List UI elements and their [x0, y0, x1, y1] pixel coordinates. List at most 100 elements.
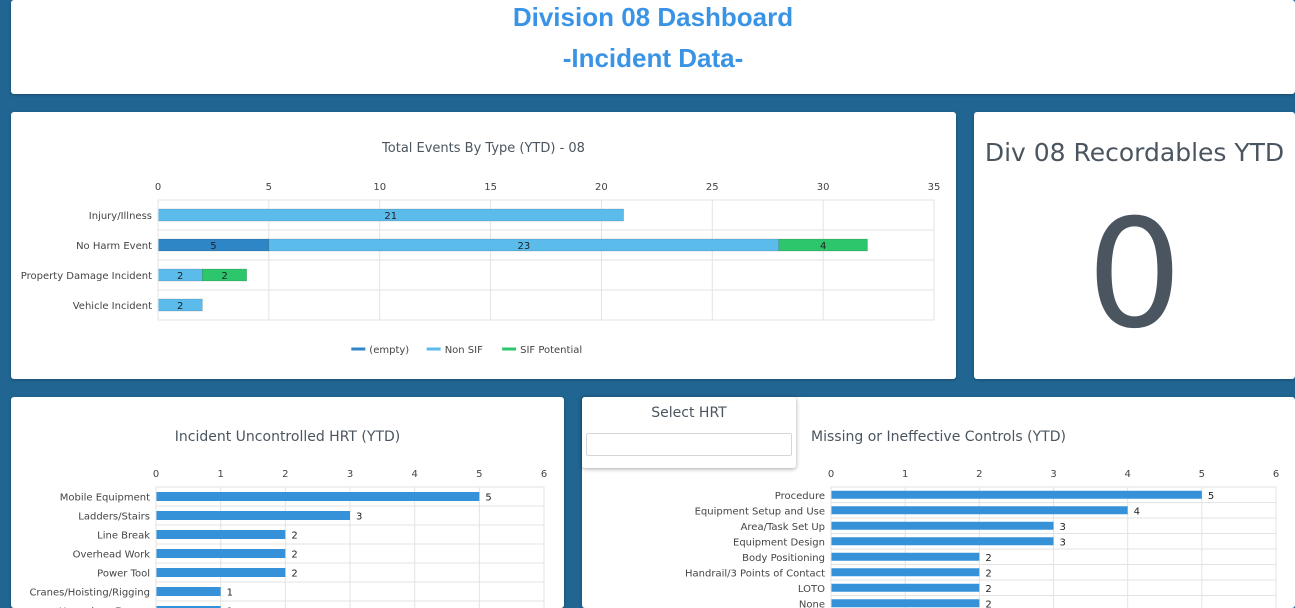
category-label-vehicle-incident: Vehicle Incident [73, 301, 152, 312]
legend-label-non-sif: Non SIF [445, 345, 483, 356]
bar-hazardous-energy [156, 606, 221, 608]
data-label: 4 [820, 241, 826, 252]
total-events-card: Total Events By Type (YTD) - 08 0 5 10 15 20… [11, 112, 956, 379]
x-tick-label: 5 [266, 182, 272, 193]
x-tick-label: 25 [706, 182, 719, 193]
x-tick-label: 35 [928, 182, 941, 193]
category-label-body-positioning: Body Positioning [742, 553, 825, 564]
category-label-ladders-stairs: Ladders/Stairs [78, 512, 150, 523]
x-tick-label: 2 [282, 469, 288, 480]
legend-label-sif-potential: SIF Potential [520, 345, 582, 356]
data-label: 1 [227, 588, 233, 599]
bar-procedure [831, 490, 1202, 499]
x-tick-label: 20 [595, 182, 608, 193]
x-tick-label: 30 [817, 182, 830, 193]
data-label: 2 [177, 301, 183, 312]
x-tick-label: 1 [217, 469, 223, 480]
category-label-area-task-set-up: Area/Task Set Up [741, 522, 825, 533]
category-label-injury-illness: Injury/Illness [89, 211, 152, 222]
data-label: 2 [291, 531, 297, 542]
missing-controls-chart-title: Missing or Ineffective Controls (YTD) [811, 429, 1066, 445]
dashboard-subtitle: -Incident Data- [562, 43, 744, 73]
dashboard-header: Division 08 Dashboard -Incident Data- [11, 0, 1295, 94]
uncontrolled-hrt-chart: 0 1 2 3 4 5 6 Mobile Equipment 5 Ladders/Stairs 3 L… [29, 469, 547, 608]
data-label: 2 [985, 599, 991, 608]
data-label: 1 [227, 607, 233, 608]
bar-mobile-equipment [156, 492, 480, 501]
bar-sif-potential-no-harm-event [778, 238, 868, 252]
plot-area-frame [830, 486, 1277, 608]
data-label: 5 [485, 493, 491, 504]
x-tick-label: 0 [153, 469, 159, 480]
data-label: 2 [291, 550, 297, 561]
bar-equipment-design [831, 537, 1054, 546]
category-label-equipment-setup-and-use: Equipment Setup and Use [695, 506, 825, 517]
plot-area-frame [157, 199, 935, 321]
x-tick-label: 5 [476, 469, 482, 480]
category-label-property-damage-incident: Property Damage Incident [21, 271, 152, 282]
uncontrolled-hrt-card: Incident Uncontrolled HRT (YTD) 0 1 2 3 4 5 6 M… [11, 397, 564, 608]
x-tick-label: 3 [1050, 469, 1056, 480]
bar-overhead-work [156, 549, 286, 558]
select-hrt-label: Select HRT [651, 405, 727, 421]
data-label: 2 [291, 569, 297, 580]
category-label-none: None [799, 599, 825, 608]
x-tick-label: 6 [1273, 469, 1279, 480]
select-hrt-filter: Select HRT [582, 397, 796, 468]
category-label-no-harm-event: No Harm Event [76, 241, 152, 252]
x-tick-label: 0 [155, 182, 161, 193]
data-label: 23 [517, 241, 530, 252]
x-tick-label: 4 [411, 469, 417, 480]
category-label-cranes-hoisting-rigging: Cranes/Hoisting/Rigging [29, 588, 150, 599]
x-tick-label: 5 [1199, 469, 1205, 480]
category-label-handrail-3-points-of-contact: Handrail/3 Points of Contact [685, 568, 825, 579]
category-label-equipment-design: Equipment Design [733, 537, 825, 548]
select-hrt-dropdown[interactable] [586, 433, 792, 456]
plot-area-frame [155, 486, 545, 608]
x-tick-label: 6 [541, 469, 547, 480]
x-tick-label: 3 [347, 469, 353, 480]
category-label-line-break: Line Break [97, 531, 150, 542]
data-label: 5 [210, 241, 216, 252]
data-label: 2 [985, 584, 991, 595]
data-label: 2 [985, 553, 991, 564]
category-label-loto: LOTO [798, 584, 825, 595]
bar-ladders-stairs [156, 511, 350, 520]
x-tick-label: 0 [828, 469, 834, 480]
category-label-mobile-equipment: Mobile Equipment [60, 493, 150, 504]
bar-loto [831, 583, 980, 592]
bar-line-break [156, 530, 286, 539]
missing-controls-chart: 0 1 2 3 4 5 6 Procedure 5 Equipment Setup and Use… [685, 469, 1279, 608]
data-label: 3 [1060, 537, 1066, 548]
x-tick-label: 2 [976, 469, 982, 480]
bar-none [831, 599, 980, 608]
category-label-procedure: Procedure [775, 491, 825, 502]
bar-power-tool [156, 568, 286, 577]
data-label: 2 [177, 271, 183, 282]
data-label: 3 [356, 512, 362, 523]
data-label: 4 [1134, 506, 1140, 517]
bar-sif-potential-property-damage-incident [202, 268, 247, 282]
uncontrolled-hrt-chart-title: Incident Uncontrolled HRT (YTD) [174, 429, 401, 445]
category-label-power-tool: Power Tool [97, 569, 150, 580]
bar-equipment-setup-and-use [831, 506, 1128, 515]
x-tick-label: 4 [1124, 469, 1130, 480]
total-events-chart-title: Total Events By Type (YTD) - 08 [382, 141, 585, 156]
data-label: 21 [384, 211, 397, 222]
x-tick-label: 15 [484, 182, 497, 193]
category-label-overhead-work: Overhead Work [73, 550, 151, 561]
data-label: 5 [1208, 491, 1214, 502]
bar-body-positioning [831, 552, 980, 561]
legend-label-empty: (empty) [369, 345, 409, 356]
recordables-value: 0 [1086, 188, 1183, 362]
bar-cranes-hoisting-rigging [156, 587, 221, 596]
dashboard-title: Division 08 Dashboard [512, 2, 794, 32]
recordables-title: Div 08 Recordables YTD [984, 138, 1285, 167]
bar-handrail-3-points-of-contact [831, 568, 980, 577]
category-label-hazardous-energy: Hazardous Energy [59, 607, 150, 608]
data-label: 3 [1060, 522, 1066, 533]
data-label: 2 [985, 568, 991, 579]
recordables-card: Div 08 Recordables YTD 0 [974, 112, 1295, 379]
bar-area-task-set-up [831, 521, 1054, 530]
